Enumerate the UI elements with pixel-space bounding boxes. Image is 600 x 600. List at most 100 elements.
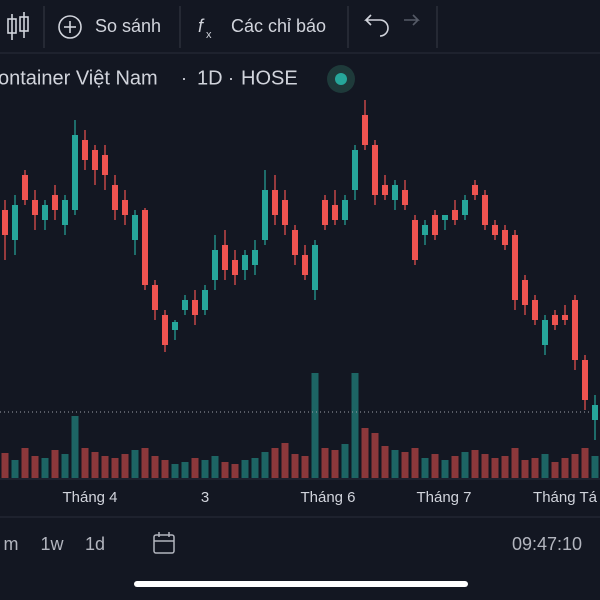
candle-body: [22, 175, 28, 200]
candle-body: [352, 150, 358, 190]
volume-bar: [571, 454, 579, 478]
volume-bar: [541, 454, 549, 478]
candle-body: [342, 200, 348, 220]
volume-bar: [151, 456, 159, 478]
candle-body: [72, 135, 78, 210]
fx-icon[interactable]: f: [198, 16, 205, 36]
volume-bar: [361, 428, 369, 478]
volume-bar: [421, 458, 429, 478]
volume-bar: [131, 450, 139, 478]
x-axis-label: Tháng 7: [416, 489, 471, 506]
candle-body: [42, 205, 48, 220]
range-button[interactable]: 1w: [40, 534, 64, 554]
volume-bar: [591, 456, 599, 478]
separator-dot: ·: [228, 68, 234, 88]
symbol-name: ontainer Việt Nam: [0, 67, 158, 89]
volume-bar: [531, 458, 539, 478]
volume-bar: [201, 460, 209, 478]
range-button[interactable]: 1d: [85, 534, 105, 554]
volume-bar: [551, 462, 559, 478]
candle-body: [102, 155, 108, 175]
volume-bar: [311, 373, 319, 478]
candle-body: [182, 300, 188, 310]
candle-body: [252, 250, 258, 265]
candle-body: [132, 215, 138, 240]
volume-bar: [231, 464, 239, 478]
candle-body: [172, 322, 178, 330]
range-button[interactable]: m: [4, 534, 19, 554]
volume-bar: [381, 446, 389, 478]
toolbar: [7, 6, 438, 48]
candle-body: [492, 225, 498, 235]
candle-body: [282, 200, 288, 225]
candle-body: [482, 195, 488, 225]
home-indicator: [134, 581, 468, 587]
volume-bar: [411, 448, 419, 478]
candle-body: [392, 185, 398, 200]
candle-body: [572, 300, 578, 360]
volume-bar: [281, 443, 289, 478]
candle-body: [502, 230, 508, 245]
candle-body: [372, 145, 378, 195]
volume-bar: [61, 454, 69, 478]
date-range-icon[interactable]: [153, 532, 175, 554]
fx-icon-x: x: [206, 29, 212, 41]
candle-body: [582, 360, 588, 400]
volume-bar: [11, 460, 19, 478]
volume-bar: [221, 462, 229, 478]
volume-bar: [561, 458, 569, 478]
volume-bar: [31, 456, 39, 478]
volume-bar: [431, 454, 439, 478]
volume-bar: [331, 450, 339, 478]
volume-bar: [211, 456, 219, 478]
candle-body: [452, 210, 458, 220]
volume-bar: [581, 448, 589, 478]
symbol-interval: 1D: [197, 67, 223, 89]
candle-body: [522, 280, 528, 305]
volume-bar: [481, 454, 489, 478]
volume-bar: [181, 462, 189, 478]
candle-body: [232, 260, 238, 275]
candle-body: [592, 405, 598, 420]
candle-body: [442, 215, 448, 220]
volume-bar: [341, 444, 349, 478]
symbol-exchange: HOSE: [241, 67, 298, 89]
volume-bar: [51, 450, 59, 478]
candle-body: [202, 290, 208, 310]
candle-body: [112, 185, 118, 210]
volume-bar: [371, 433, 379, 478]
candle-body: [82, 140, 88, 160]
candle-body: [472, 185, 478, 195]
volume-bar: [351, 373, 359, 478]
candle-body: [302, 255, 308, 275]
volume-bar: [491, 458, 499, 478]
volume-bar: [271, 448, 279, 478]
candle-body: [12, 205, 18, 240]
volume-bar: [401, 452, 409, 478]
compare-label[interactable]: So sánh: [95, 16, 161, 36]
chart-type-button[interactable]: [7, 12, 29, 40]
candle-body: [292, 230, 298, 255]
candle-body: [142, 210, 148, 285]
clock: 09:47:10: [512, 534, 582, 554]
compare-icon[interactable]: [58, 15, 82, 39]
candle-body: [122, 200, 128, 215]
volume-bar: [171, 464, 179, 478]
range-buttons: m 1w 1d: [4, 534, 106, 554]
volume-bar: [21, 448, 29, 478]
candle-body: [432, 215, 438, 235]
volume-bar: [141, 448, 149, 478]
undo-button[interactable]: [364, 14, 389, 37]
candle-body: [242, 255, 248, 270]
redo-button[interactable]: [404, 14, 420, 26]
volume-bar: [111, 458, 119, 478]
indicators-label[interactable]: Các chỉ báo: [231, 16, 326, 36]
volume-bar: [301, 456, 309, 478]
volume-bar: [441, 460, 449, 478]
candle-body: [262, 190, 268, 240]
candle-body: [382, 185, 388, 195]
x-axis-label: Tháng 4: [62, 489, 117, 506]
candle-body: [562, 315, 568, 320]
